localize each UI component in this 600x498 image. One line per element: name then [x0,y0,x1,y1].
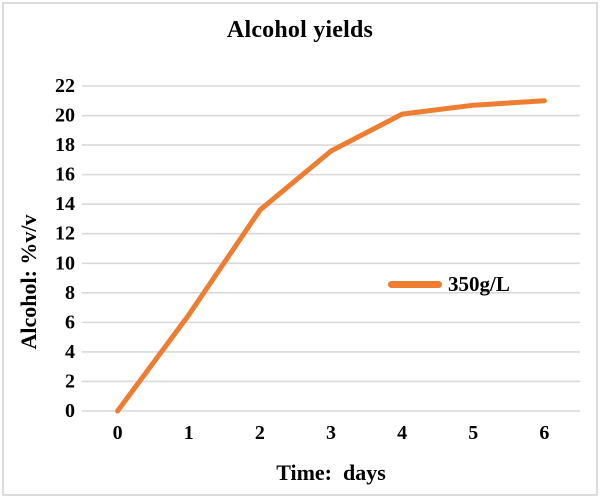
y-tick-label: 16 [55,164,75,186]
chart-title: Alcohol yields [226,17,374,43]
x-tick-label: 2 [255,422,265,444]
y-tick-label: 4 [65,341,75,363]
y-tick-label: 0 [65,400,75,422]
y-tick-label: 10 [55,252,75,274]
y-tick-label: 22 [55,75,75,97]
legend: 350g/L [388,271,510,297]
x-tick-label: 6 [539,422,549,444]
y-tick-label: 14 [55,193,75,215]
y-tick-label: 8 [65,282,75,304]
series-line [115,98,547,414]
x-tick-label: 3 [326,422,336,444]
y-tick-label: 6 [65,311,75,333]
y-tick-label: 12 [55,223,75,245]
x-tick-label: 4 [397,422,407,444]
y-tick-label: 2 [65,370,75,392]
x-tick-label: 5 [468,422,478,444]
legend-label: 350g/L [448,272,510,296]
x-axis-title: Time: days [276,460,386,485]
legend-line-swatch [388,280,442,288]
x-tick-label: 0 [113,422,123,444]
x-tick-label: 1 [184,422,194,444]
y-tick-label: 20 [55,105,75,127]
y-tick-label: 18 [55,134,75,156]
